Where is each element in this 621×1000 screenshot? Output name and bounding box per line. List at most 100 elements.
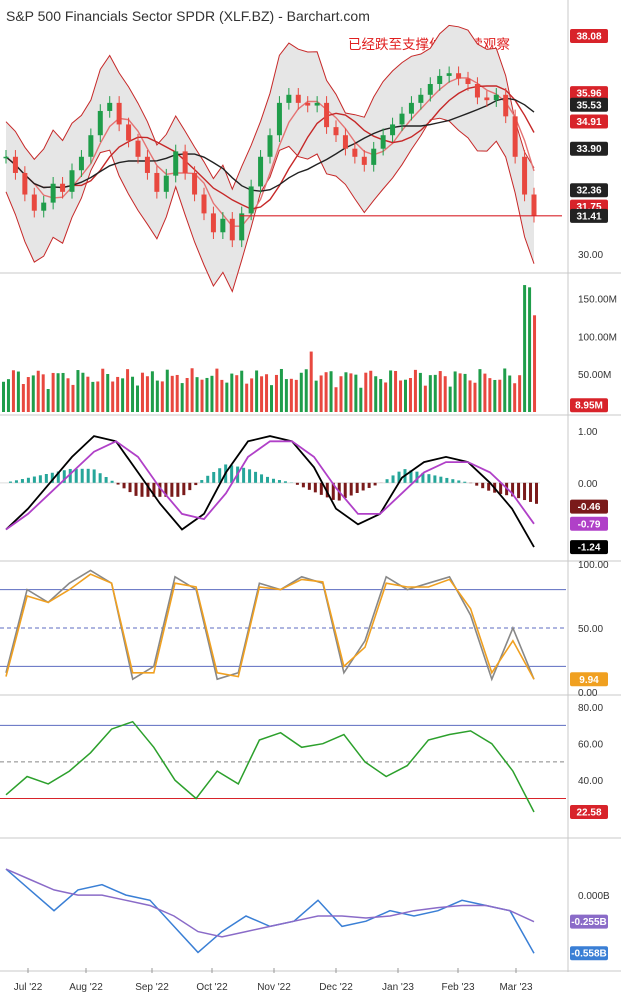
volume-bar (443, 376, 447, 412)
stochastic-tag-0-bg (570, 672, 608, 687)
volume-bar (498, 379, 502, 412)
volume-bar (274, 374, 278, 412)
candle-body (201, 194, 207, 214)
volume-bar (399, 380, 403, 412)
candle-body (60, 183, 66, 192)
volume-bar (433, 374, 437, 412)
volume-bar (86, 376, 90, 412)
candle-body (116, 102, 122, 125)
volume-bar (160, 381, 164, 412)
candle-body (22, 172, 28, 195)
price-tag-1-bg (570, 86, 608, 101)
macd-histogram-bar (146, 482, 150, 497)
volume-bar (503, 368, 507, 412)
macd-histogram-bar (277, 480, 281, 483)
macd-histogram-bar (80, 468, 84, 483)
macd-histogram-bar (535, 482, 538, 504)
volume-bar (121, 378, 125, 412)
macd-histogram-bar (128, 482, 132, 493)
x-tick-label: Oct '22 (196, 982, 228, 993)
candle-body (512, 116, 518, 157)
candle-body (305, 102, 311, 106)
volume-bar (106, 374, 110, 412)
macd-histogram-bar (86, 468, 90, 483)
volume-bar (289, 378, 293, 412)
volume-bar (220, 379, 224, 412)
macd-histogram-bar (38, 475, 42, 483)
bollinger-upper (5, 24, 535, 191)
candle-body (408, 102, 414, 114)
macd-histogram-bar (26, 477, 30, 483)
volume-bar (165, 369, 169, 412)
candle-body (69, 170, 75, 192)
macd-histogram-bar (164, 482, 168, 497)
page-title: S&P 500 Financials Sector SPDR (XLF.BZ) … (6, 8, 370, 24)
macd-histogram-bar (176, 482, 180, 497)
macd-histogram-bar (200, 480, 204, 483)
macd-histogram-bar (8, 481, 12, 483)
macd-histogram-bar (391, 475, 395, 483)
volume-bar (66, 378, 70, 412)
candle-body (41, 202, 47, 211)
volume-bar (16, 371, 20, 412)
volume-bar (324, 372, 328, 412)
macd-histogram-bar (194, 482, 198, 486)
volume-bar (150, 371, 154, 412)
price-tag-6: 31.75 (576, 202, 601, 213)
volume-bar (438, 371, 442, 412)
candle-body (352, 148, 358, 157)
macd-tag-0: -0.46 (578, 502, 601, 513)
candle-body (173, 151, 179, 176)
price-tag-3: 34.91 (576, 117, 601, 128)
volume-bar (260, 376, 264, 412)
volume-bar (478, 369, 482, 412)
macd-histogram-bar (457, 480, 461, 483)
volume-tick-label: 100.00M (578, 332, 617, 343)
macd-histogram-bar (433, 475, 437, 483)
macd-tag-2-bg (570, 540, 608, 555)
volume-bar (334, 387, 338, 412)
candle-body (390, 124, 396, 136)
macd-histogram-bar (92, 469, 96, 483)
volume-bar (21, 384, 25, 412)
macd-histogram-bar (397, 471, 401, 483)
price-tag-4-bg (570, 141, 608, 156)
x-tick-label: Sep '22 (135, 982, 169, 993)
volume-bar (81, 372, 85, 412)
macd-histogram-bar (104, 476, 108, 483)
volume-bar (71, 384, 75, 412)
candle-body (474, 84, 480, 98)
volume-bar (413, 369, 417, 412)
macd-histogram-bar (385, 479, 389, 483)
x-tick-label: Dec '22 (319, 982, 353, 993)
stochastic-tag-0: 9.94 (579, 675, 599, 686)
candle-body (88, 135, 94, 157)
candle-body (135, 140, 141, 157)
macd-histogram-bar (481, 482, 485, 489)
volume-bar (418, 372, 422, 412)
volume-bar (180, 383, 184, 412)
volume-bar (384, 382, 388, 412)
volume-bar (349, 373, 353, 412)
volume-bar (31, 375, 35, 412)
macd-tag-0-bg (570, 499, 608, 514)
volume-bar (533, 315, 537, 412)
candle-body (144, 156, 150, 173)
price-tag-7-bg (570, 208, 608, 223)
obv-tag-1: -0.558B (571, 949, 607, 960)
volume-bar (309, 351, 313, 412)
stochastic-line-1 (5, 573, 535, 680)
obv-tag-0: -0.255B (571, 917, 607, 928)
stochastic-line-0 (5, 569, 535, 682)
volume-bar (76, 370, 80, 412)
volume-bar (185, 377, 189, 412)
volume-bar (518, 375, 522, 412)
macd-histogram-bar (254, 471, 258, 483)
candle-body (3, 156, 9, 159)
volume-bar (488, 378, 492, 412)
volume-bar (493, 379, 497, 412)
volume-bar (329, 371, 333, 412)
macd-histogram-bar (242, 467, 246, 483)
volume-bar (116, 376, 120, 412)
